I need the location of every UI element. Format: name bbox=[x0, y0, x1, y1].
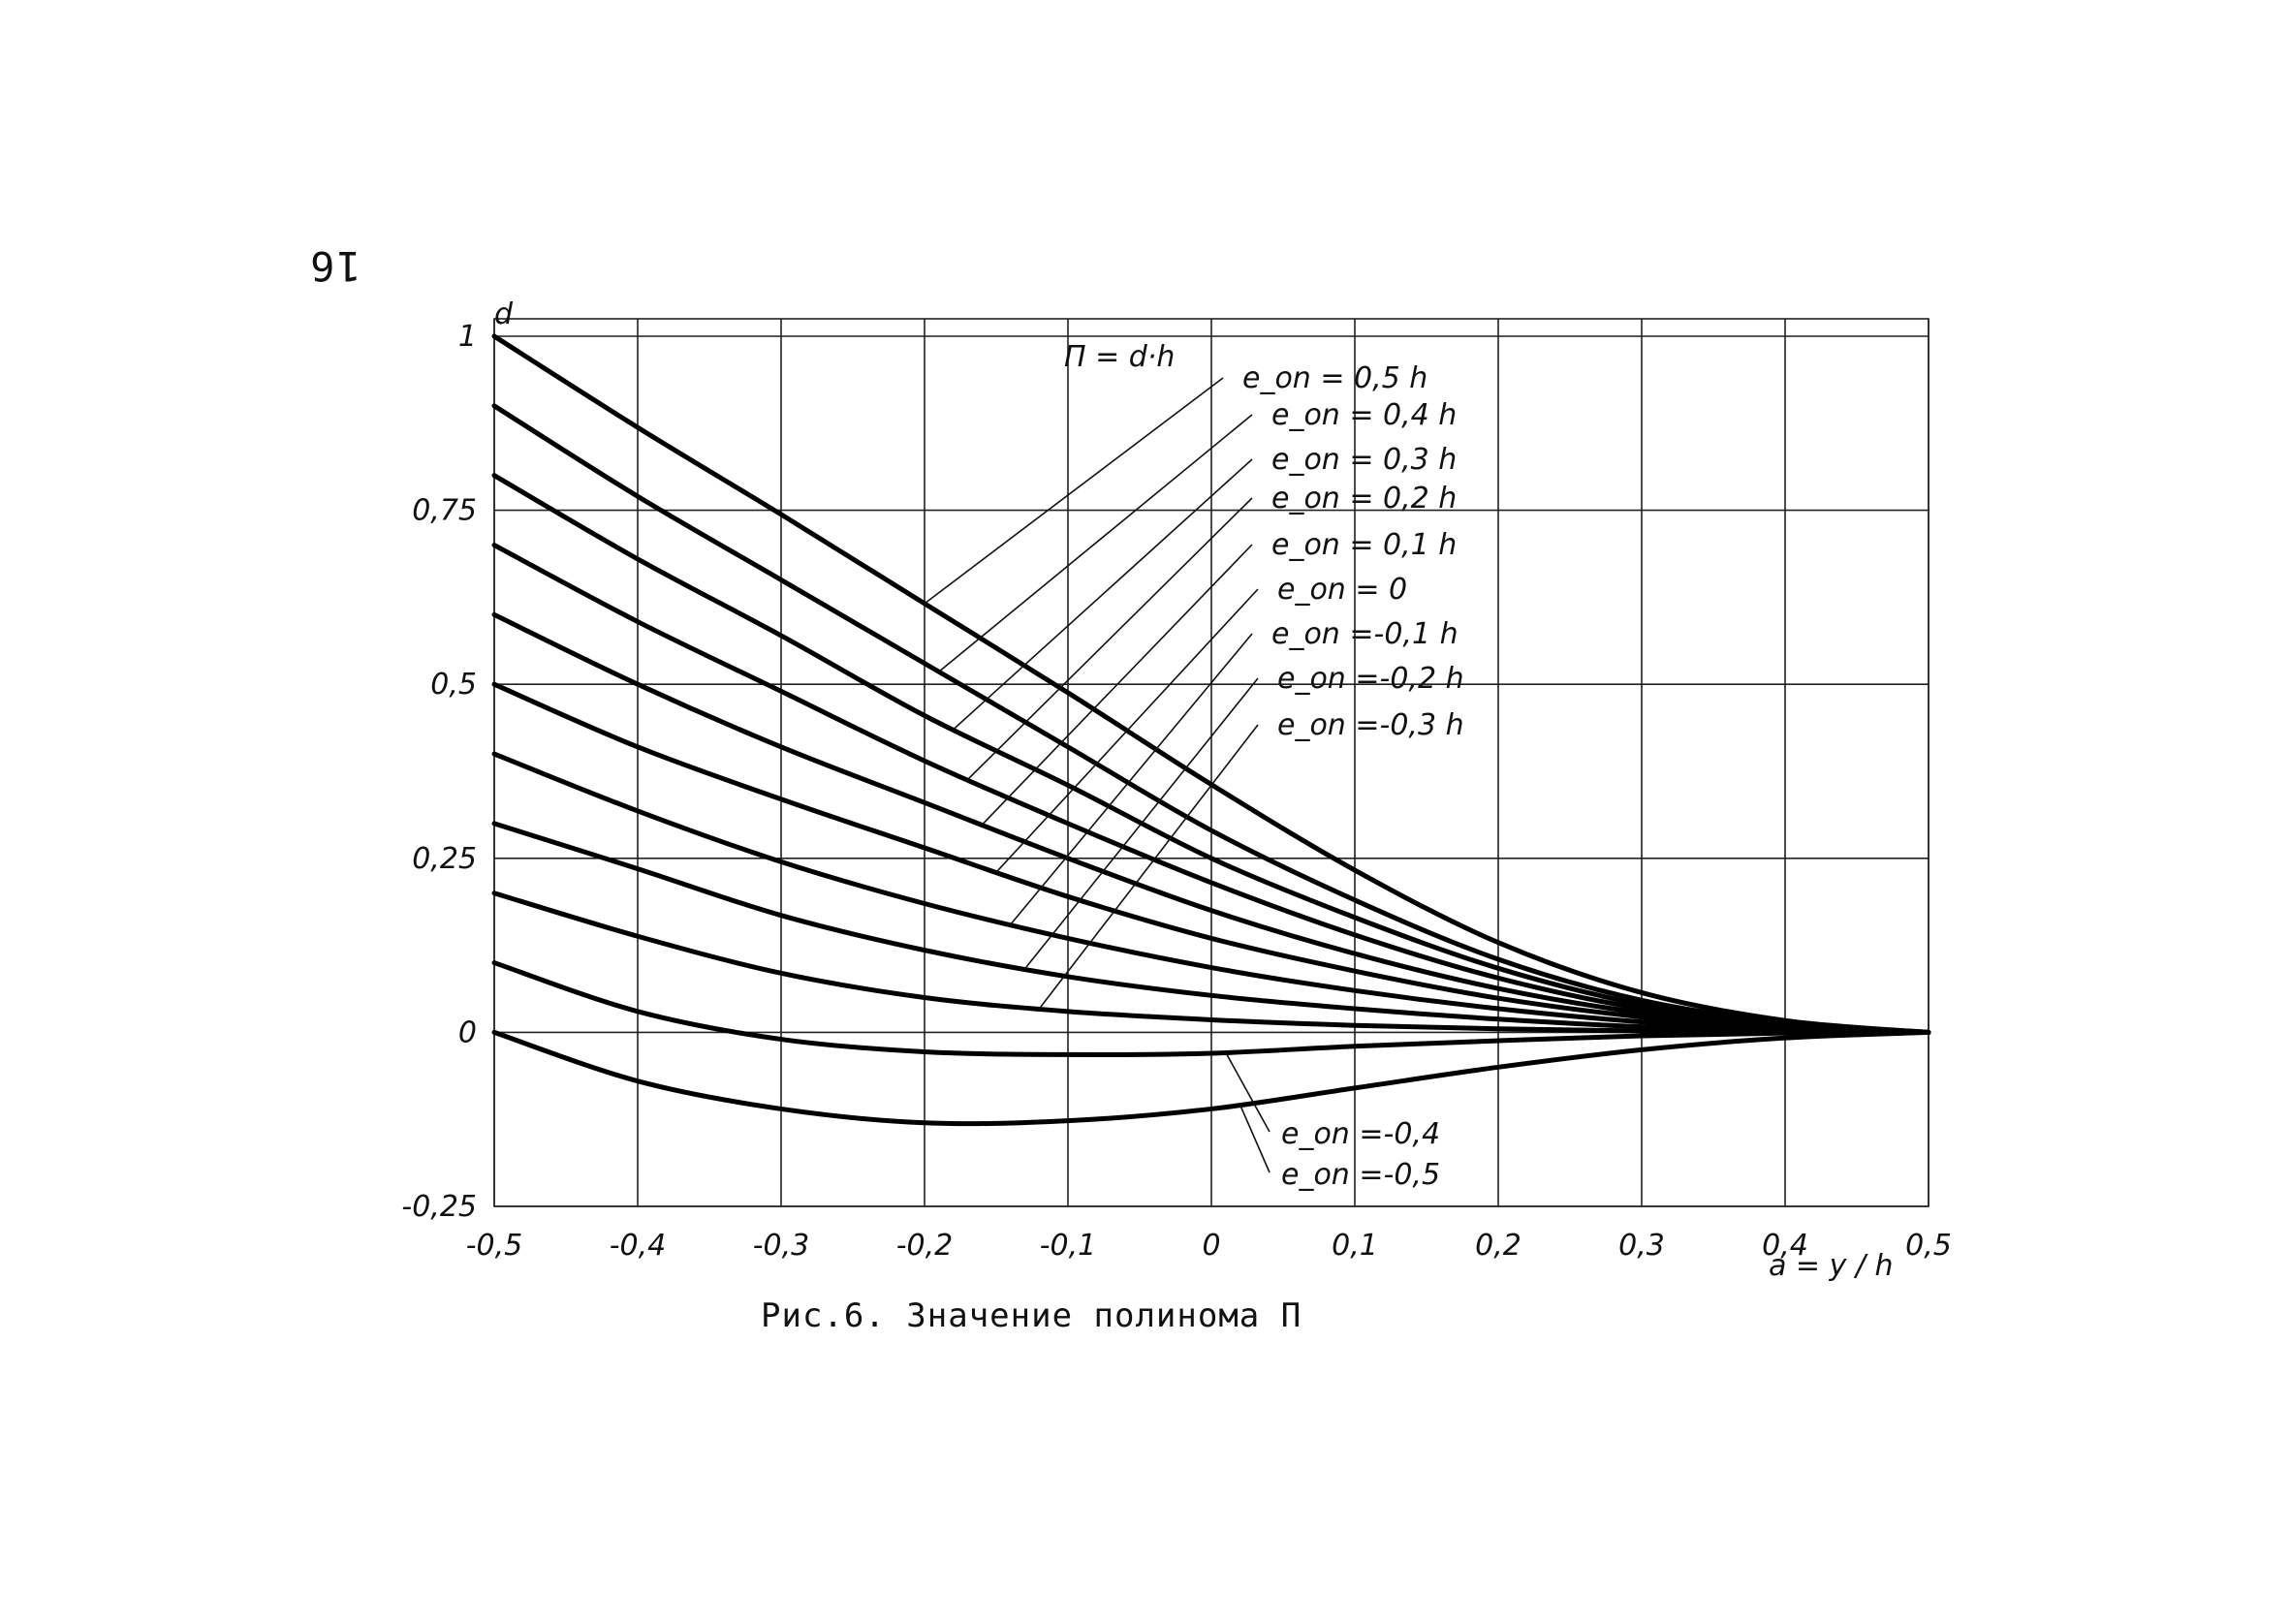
x-tick-label: -0,3 bbox=[753, 1229, 810, 1263]
leader-line bbox=[938, 414, 1253, 672]
x-tick-label: 0,1 bbox=[1332, 1229, 1378, 1263]
series-label: e_on =-0,3 h bbox=[1277, 708, 1464, 742]
x-tick-label: 0 bbox=[1202, 1229, 1220, 1263]
leader-line bbox=[966, 497, 1253, 781]
leader-line bbox=[953, 458, 1253, 731]
y-tick-label: 1 bbox=[458, 320, 477, 354]
series-label: e_on = 0,2 h bbox=[1271, 482, 1457, 515]
series-label: e_on = 0,4 h bbox=[1271, 398, 1457, 432]
x-tick-label: 0,2 bbox=[1475, 1229, 1521, 1263]
series-line bbox=[491, 751, 1931, 1035]
x-tick-label: 0,3 bbox=[1618, 1229, 1665, 1263]
leader-line bbox=[1023, 677, 1259, 970]
leader-line bbox=[1038, 724, 1259, 1010]
series-label: e_on =-0,1 h bbox=[1271, 617, 1459, 651]
series-line bbox=[491, 960, 1931, 1057]
y-tick-label: 0 bbox=[458, 1015, 477, 1049]
x-axis-label: a = y / h bbox=[1769, 1249, 1894, 1283]
series-line bbox=[491, 333, 1931, 1035]
tick-labels: -0,5 -0,4 -0,3 -0,2 -0,1 0 0,1 0,2 0,3 0,4 0,5 -0,2… bbox=[401, 320, 1951, 1263]
series-label: e_on =-0,4 bbox=[1281, 1117, 1440, 1151]
figure-caption: Рис.6. Значение полинома П bbox=[761, 1296, 1302, 1335]
x-tick-label: 0,4 bbox=[1762, 1229, 1808, 1263]
series-line bbox=[491, 821, 1931, 1035]
series-labels: e_on = 0,5 he_on = 0,4 h e_on = 0,3 h e_on… bbox=[1242, 361, 1464, 1192]
y-axis-label: d bbox=[494, 297, 514, 331]
series-line bbox=[491, 611, 1931, 1035]
series-line bbox=[491, 681, 1931, 1035]
series-line bbox=[491, 1029, 1931, 1127]
series-label: e_on = 0 bbox=[1277, 573, 1407, 607]
y-tick-label: -0,25 bbox=[401, 1190, 477, 1224]
series-line bbox=[491, 473, 1931, 1035]
leader-line bbox=[981, 544, 1253, 826]
leader-line bbox=[1225, 1051, 1270, 1133]
x-tick-label: -0,2 bbox=[896, 1229, 954, 1263]
series-label: e_on = 0,3 h bbox=[1271, 443, 1457, 477]
leader-line bbox=[995, 588, 1259, 873]
x-tick-label: -0,5 bbox=[466, 1229, 523, 1263]
series-line bbox=[491, 890, 1931, 1036]
series-label: e_on =-0,2 h bbox=[1277, 662, 1464, 696]
series-line bbox=[491, 543, 1931, 1035]
series-label: e_on = 0,1 h bbox=[1271, 528, 1457, 562]
grid bbox=[493, 318, 1929, 1207]
leader-line bbox=[1239, 1104, 1270, 1173]
x-tick-label: 0,5 bbox=[1905, 1229, 1952, 1263]
y-tick-label: 0,5 bbox=[430, 668, 477, 702]
y-tick-label: 0,75 bbox=[412, 494, 477, 528]
series-label: e_on = 0,5 h bbox=[1242, 361, 1427, 395]
series-label: e_on =-0,5 bbox=[1281, 1158, 1440, 1192]
leader-line bbox=[924, 377, 1224, 605]
x-tick-label: -0,1 bbox=[1040, 1229, 1097, 1263]
leader-lines bbox=[924, 377, 1270, 1173]
x-tick-label: -0,4 bbox=[610, 1229, 667, 1263]
y-tick-label: 0,25 bbox=[412, 842, 477, 876]
curves bbox=[491, 333, 1931, 1127]
series-line bbox=[491, 403, 1931, 1035]
formula-label: П = d·h bbox=[1064, 340, 1175, 374]
leader-line bbox=[1010, 633, 1253, 925]
